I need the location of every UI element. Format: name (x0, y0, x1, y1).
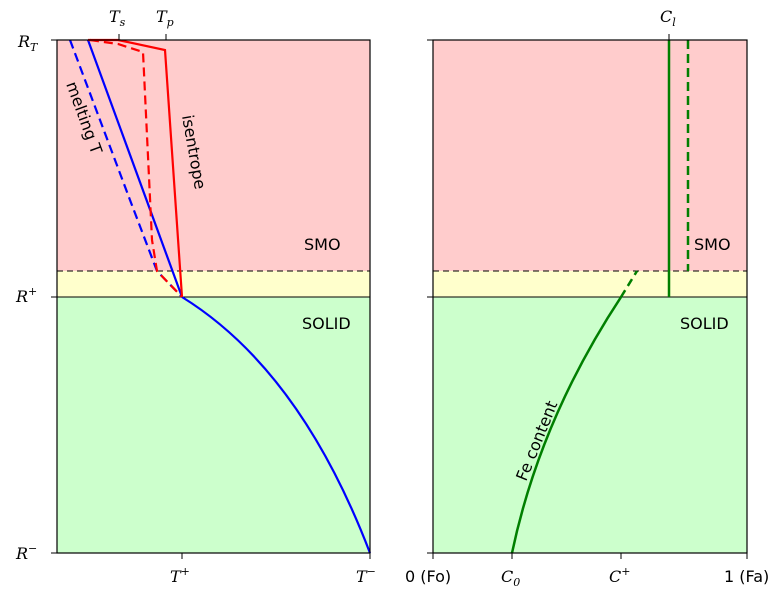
fe-content-dashed-segment (619, 270, 639, 298)
left-interface-region (57, 271, 370, 297)
solid-temperature-curve (181, 296, 372, 554)
left-panel: Ts Tp RT R+ R− T+ T− SMO SOLID isentrope… (15, 7, 376, 586)
label-tplus: T+ (170, 565, 190, 586)
right-smo-label: SMO (694, 235, 731, 254)
fe-content-curve (510, 296, 623, 554)
left-smo-label: SMO (304, 235, 341, 254)
label-c0: C0 (501, 567, 520, 589)
label-tminus: T− (356, 565, 376, 586)
label-fo: 0 (Fo) (405, 567, 451, 586)
left-solid-region (57, 297, 370, 553)
left-smo-region (57, 40, 370, 271)
melting-curve-solid (86, 39, 184, 298)
right-solid-region (433, 297, 747, 553)
label-cplus: C+ (609, 565, 630, 586)
left-solid-label: SOLID (302, 314, 351, 333)
label-rminus: R− (15, 542, 37, 563)
right-interface-region (433, 271, 747, 297)
isentrope-dashed (89, 38, 183, 298)
label-rplus: R+ (15, 285, 37, 306)
label-tp: Tp (156, 7, 174, 29)
right-solid-label: SOLID (680, 314, 729, 333)
label-fa: 1 (Fa) (724, 567, 769, 586)
label-rt: RT (17, 32, 39, 54)
right-smo-region (433, 40, 747, 271)
label-ts: Ts (109, 7, 126, 29)
right-panel: Cl 0 (Fo) C0 C+ 1 (Fa) SMO SOLID Fe cont… (405, 7, 769, 589)
label-cl: Cl (660, 7, 676, 29)
